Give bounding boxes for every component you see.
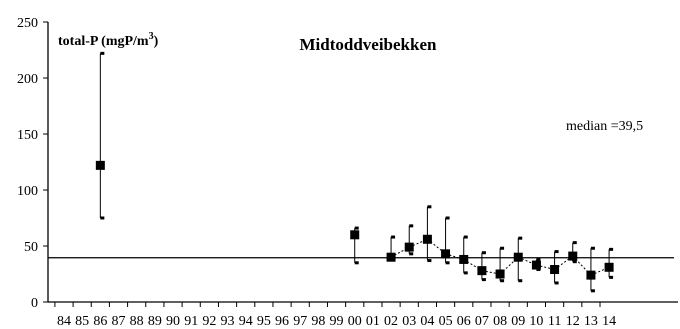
error-bars — [99, 51, 614, 293]
y-axis-label-superscript: 3 — [149, 31, 154, 42]
data-point — [459, 254, 469, 264]
data-markers — [95, 160, 614, 280]
error-cap-max — [427, 205, 432, 209]
data-point — [422, 234, 432, 244]
y-tick-label: 100 — [17, 184, 38, 199]
data-point — [477, 266, 487, 276]
error-cap-min — [590, 289, 595, 293]
y-ticks: 0 50 100 150 200 250 — [17, 16, 48, 311]
data-point — [495, 269, 505, 279]
error-cap-min — [409, 252, 414, 256]
data-point — [513, 252, 523, 262]
y-tick-label: 250 — [17, 16, 38, 31]
error-cap-max — [409, 224, 414, 228]
data-point — [604, 262, 614, 272]
data-point — [95, 160, 105, 170]
error-cap-min — [481, 278, 486, 282]
x-tick-label: 05 — [439, 314, 453, 329]
x-tick-label: 01 — [366, 314, 380, 329]
y-axis-label: total-P (mgP/m3) — [58, 31, 159, 49]
error-cap-max — [463, 235, 468, 239]
error-cap-max — [354, 226, 359, 230]
x-tick-label: 97 — [293, 314, 307, 329]
error-cap-max — [572, 241, 577, 245]
x-tick-label: 03 — [402, 314, 416, 329]
error-cap-min — [354, 261, 359, 265]
data-point — [350, 230, 360, 240]
x-tick-label: 07 — [475, 314, 489, 329]
x-tick-label: 89 — [148, 314, 162, 329]
data-point — [531, 260, 541, 270]
x-tick-label: 96 — [275, 314, 289, 329]
error-cap-max — [609, 247, 614, 251]
error-cap-max — [100, 51, 105, 55]
x-tick-label: 11 — [548, 314, 561, 329]
error-cap-min — [463, 271, 468, 275]
error-cap-max — [391, 235, 396, 239]
y-tick-label: 0 — [31, 296, 38, 311]
data-point — [404, 242, 414, 252]
error-cap-max — [554, 250, 559, 254]
error-cap-max — [518, 236, 523, 240]
x-tick-label: 92 — [202, 314, 216, 329]
x-tick-label: 99 — [330, 314, 344, 329]
error-cap-min — [572, 260, 577, 264]
x-tick-label: 14 — [602, 314, 616, 329]
error-cap-min — [100, 216, 105, 220]
error-cap-max — [590, 246, 595, 250]
median-annotation: median =39,5 — [566, 119, 643, 134]
x-tick-label: 02 — [384, 314, 398, 329]
y-tick-label: 50 — [24, 240, 38, 255]
data-point — [441, 249, 451, 259]
error-cap-max — [445, 216, 450, 220]
x-tick-label: 09 — [511, 314, 525, 329]
error-cap-min — [445, 261, 450, 265]
series-segment — [536, 264, 555, 271]
y-tick-label: 150 — [17, 128, 38, 143]
x-tick-label: 86 — [93, 314, 107, 329]
x-tick-label: 98 — [311, 314, 325, 329]
axes — [47, 22, 678, 303]
x-tick-label: 87 — [112, 314, 126, 329]
x-tick-label: 85 — [75, 314, 89, 329]
x-tick-label: 06 — [457, 314, 471, 329]
series-segment — [445, 253, 464, 260]
series-segment — [481, 270, 501, 275]
x-tick-label: 08 — [493, 314, 507, 329]
x-tick-label: 94 — [239, 314, 253, 329]
y-axis-label-main: total-P (mgP/m — [58, 34, 149, 49]
x-tick-label: 10 — [529, 314, 543, 329]
x-tick-label: 88 — [130, 314, 144, 329]
x-tick-label: 95 — [257, 314, 271, 329]
x-tick-label: 13 — [584, 314, 598, 329]
error-cap-min — [554, 281, 559, 285]
error-cap-max — [500, 246, 505, 250]
data-point — [568, 251, 578, 261]
x-tick-label: 91 — [184, 314, 198, 329]
error-cap-min — [609, 275, 614, 279]
error-cap-min — [427, 259, 432, 263]
x-tick-label: 12 — [566, 314, 580, 329]
x-ticks: 84 85 86 87 88 89 90 91 92 93 94 95 96 97 98 99 00 01 02 03… — [54, 302, 616, 329]
x-tick-label: 04 — [420, 314, 434, 329]
error-cap-max — [481, 251, 486, 255]
data-point — [386, 252, 396, 262]
error-cap-min — [518, 279, 523, 283]
y-tick-label: 200 — [17, 72, 38, 87]
data-point — [550, 265, 560, 275]
x-tick-label: 84 — [57, 314, 71, 329]
x-tick-label: 00 — [348, 314, 362, 329]
data-point — [586, 270, 596, 280]
y-axis-label-close: ) — [154, 34, 159, 49]
error-cap-max — [536, 257, 541, 261]
chart-title: Midtoddveibekken — [300, 35, 438, 54]
error-cap-min — [500, 279, 505, 283]
x-tick-label: 90 — [166, 314, 180, 329]
x-tick-label: 93 — [221, 314, 235, 329]
